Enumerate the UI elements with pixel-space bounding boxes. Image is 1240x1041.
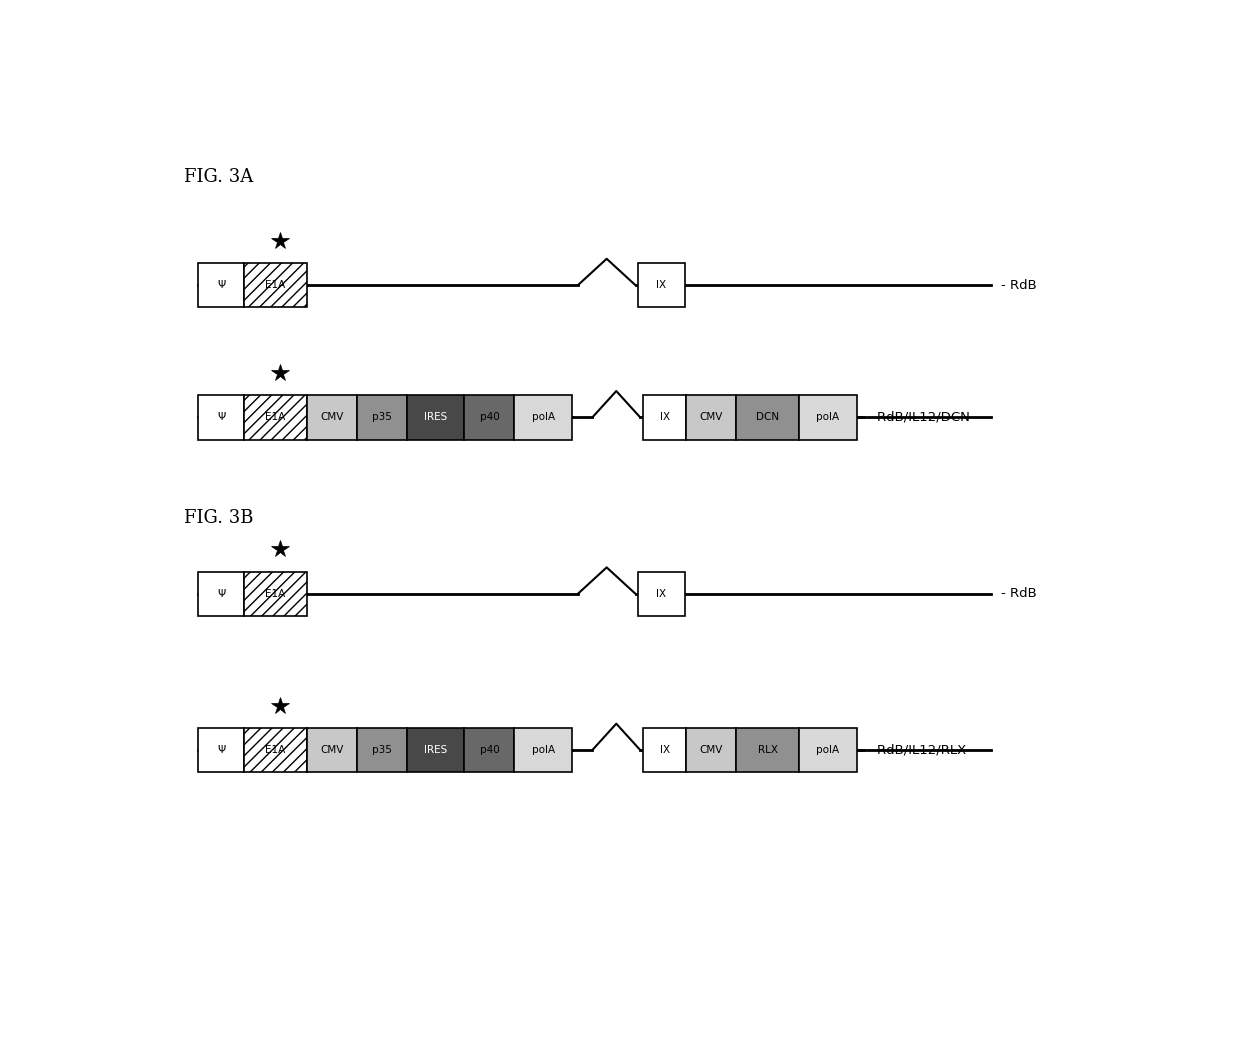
Bar [515,728,572,772]
Bar [244,263,306,307]
Bar [687,396,737,439]
Text: polA: polA [816,412,839,423]
Text: E1A: E1A [265,589,285,599]
Text: - RdB/IL12/RLX: - RdB/IL12/RLX [868,743,966,757]
Bar [644,396,687,439]
Text: - RdB/IL12/DCN: - RdB/IL12/DCN [868,411,970,424]
Text: p40: p40 [480,745,500,755]
Text: E1A: E1A [265,745,285,755]
Text: IX: IX [660,745,670,755]
Text: p35: p35 [372,412,392,423]
Bar [737,728,799,772]
Text: FIG. 3B: FIG. 3B [184,509,253,527]
Bar [407,728,465,772]
Text: IRES: IRES [424,412,448,423]
Bar [644,728,687,772]
Bar [407,396,465,439]
Bar [198,263,244,307]
Text: IX: IX [660,412,670,423]
Text: RLX: RLX [758,745,777,755]
Text: Ψ: Ψ [217,280,226,290]
Text: Ψ: Ψ [217,412,226,423]
Text: E1A: E1A [265,280,285,290]
Bar [639,263,684,307]
Bar [244,396,306,439]
Text: E1A: E1A [265,412,285,423]
Text: DCN: DCN [756,412,779,423]
Text: polA: polA [816,745,839,755]
Text: polA: polA [532,412,554,423]
Bar [198,396,244,439]
Bar [306,396,357,439]
Text: CMV: CMV [699,745,723,755]
Bar [465,396,515,439]
Bar [515,396,572,439]
Bar [244,728,306,772]
Bar [357,396,407,439]
Text: CMV: CMV [320,745,343,755]
Text: IX: IX [656,589,667,599]
Text: IX: IX [656,280,667,290]
Text: - RdB: - RdB [1001,587,1037,601]
Bar [737,396,799,439]
Bar [799,728,857,772]
Bar [687,728,737,772]
Bar [465,728,515,772]
Text: Ψ: Ψ [217,589,226,599]
Text: CMV: CMV [699,412,723,423]
Bar [244,572,306,616]
Bar [306,728,357,772]
Text: FIG. 3A: FIG. 3A [184,168,253,186]
Text: IRES: IRES [424,745,448,755]
Text: p40: p40 [480,412,500,423]
Text: Ψ: Ψ [217,745,226,755]
Text: CMV: CMV [320,412,343,423]
Text: - RdB: - RdB [1001,279,1037,291]
Bar [198,728,244,772]
Text: polA: polA [532,745,554,755]
Bar [799,396,857,439]
Bar [639,572,684,616]
Bar [198,572,244,616]
Text: p35: p35 [372,745,392,755]
Bar [357,728,407,772]
